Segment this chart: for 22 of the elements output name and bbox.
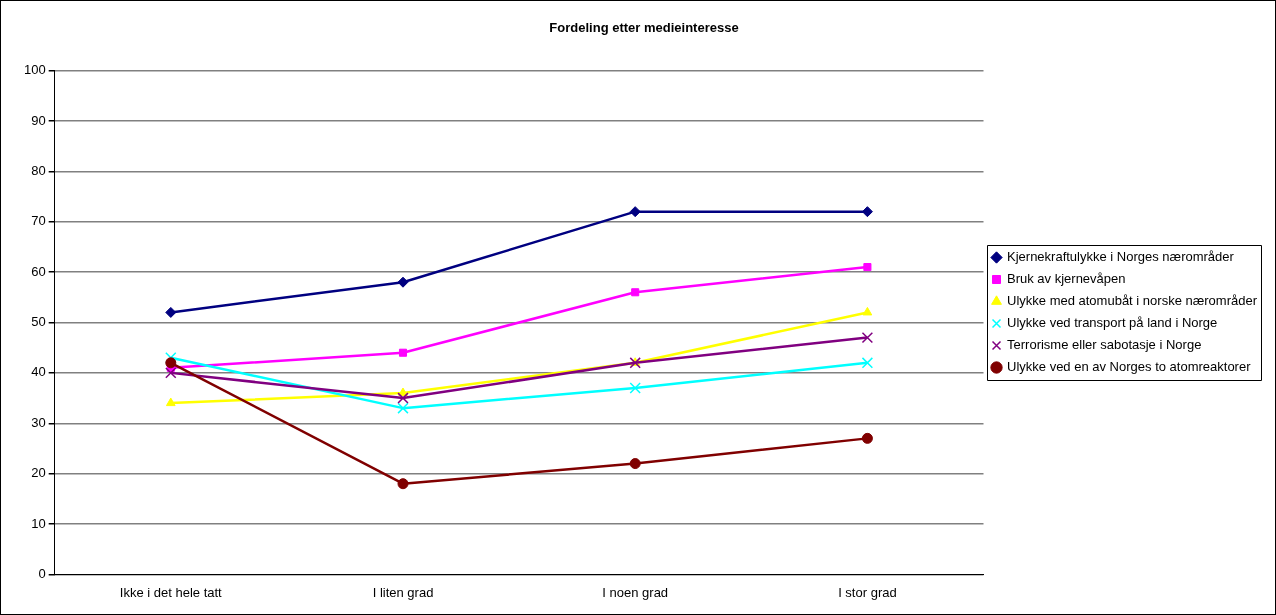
y-tick-label: 100 — [23, 62, 46, 78]
y-tick-label: 10 — [31, 515, 46, 531]
x-tick-label: I stor grad — [838, 584, 897, 600]
legend-label: Kjernekraftulykke i Norges nærområder — [1007, 249, 1235, 265]
y-tick-label: 20 — [31, 465, 46, 481]
y-tick-label: 0 — [38, 565, 46, 581]
x-tick-label: Ikke i det hele tatt — [119, 584, 223, 600]
chart-title: Fordeling etter medieinteresse — [549, 20, 739, 36]
legend-label: Ulykke ved transport på land i Norge — [1007, 315, 1218, 331]
x-tick-label: I liten grad — [372, 584, 434, 600]
y-tick-label: 50 — [31, 314, 46, 330]
y-tick-label: 30 — [31, 414, 46, 430]
legend-label: Ulykke ved en av Norges to atomreaktorer — [1007, 359, 1252, 375]
legend-label: Ulykke med atomubåt i norske nærområder — [1007, 293, 1258, 309]
y-tick-label: 70 — [31, 213, 46, 229]
y-tick-label: 90 — [31, 112, 46, 128]
y-tick-label: 80 — [31, 162, 46, 178]
y-tick-label: 60 — [31, 263, 46, 279]
legend-label: Terrorisme eller sabotasje i Norge — [1007, 337, 1202, 353]
y-tick-label: 40 — [31, 364, 46, 380]
legend-label: Bruk av kjernevåpen — [1007, 271, 1126, 287]
x-tick-label: I noen grad — [602, 584, 669, 600]
